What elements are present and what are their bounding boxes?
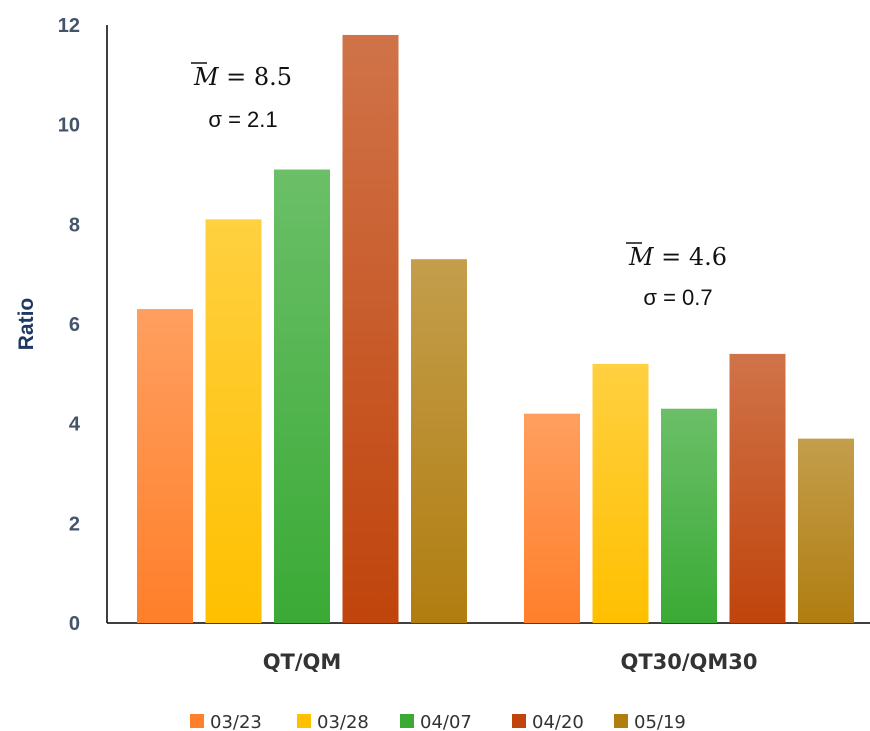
legend-label: 05/19 xyxy=(634,712,686,731)
y-tick-label: 2 xyxy=(69,513,80,535)
mean-annotation: M = 8.5 xyxy=(193,63,292,91)
y-ticks: 0 2 4 6 8 10 12 xyxy=(58,15,81,635)
legend-swatch xyxy=(190,714,204,728)
legend-swatch xyxy=(400,714,414,728)
bar-04-20-qt-qm xyxy=(342,34,399,623)
legend: 03/23 03/28 04/07 04/20 05/19 xyxy=(190,712,686,731)
legend-item: 04/20 xyxy=(512,712,584,731)
y-tick-label: 12 xyxy=(58,15,80,37)
legend-swatch xyxy=(512,714,526,728)
legend-item: 03/23 xyxy=(190,712,262,731)
legend-item: 05/19 xyxy=(614,712,686,731)
legend-label: 03/28 xyxy=(317,712,369,731)
bars xyxy=(137,34,854,623)
y-tick-label: 6 xyxy=(69,314,80,336)
y-tick-label: 4 xyxy=(69,414,81,436)
y-tick-label: 8 xyxy=(69,214,80,236)
bar-03-28-qt-qm xyxy=(205,219,262,623)
legend-item: 04/07 xyxy=(400,712,472,731)
bar-03-23-qt-qm xyxy=(137,309,193,623)
legend-swatch xyxy=(297,714,311,728)
y-axis-title: Ratio xyxy=(15,298,38,351)
category-label: QT/QM xyxy=(263,650,342,674)
annotations: M = 8.5 σ = 2.1 M = 4.6 σ = 0.7 xyxy=(191,62,727,310)
bar-03-23-qt30-qm30 xyxy=(524,413,580,623)
bar-04-07-qt30-qm30 xyxy=(661,408,717,623)
category-label: QT30/QM30 xyxy=(620,650,757,674)
y-tick-label: 0 xyxy=(69,613,80,635)
bar-05-19-qt30-qm30 xyxy=(798,438,854,623)
bar-03-28-qt30-qm30 xyxy=(592,363,649,623)
legend-swatch xyxy=(614,714,628,728)
legend-label: 04/07 xyxy=(420,712,472,731)
mean-annotation: M = 4.6 xyxy=(628,243,727,271)
y-tick-label: 10 xyxy=(58,115,80,137)
bar-05-19-qt-qm xyxy=(411,259,467,623)
bar-04-07-qt-qm xyxy=(274,169,330,623)
legend-label: 03/23 xyxy=(210,712,262,731)
legend-item: 03/28 xyxy=(297,712,369,731)
sigma-annotation: σ = 2.1 xyxy=(208,107,277,132)
legend-label: 04/20 xyxy=(532,712,584,731)
sigma-annotation: σ = 0.7 xyxy=(643,285,712,310)
category-labels: QT/QM QT30/QM30 xyxy=(263,650,758,674)
bar-04-20-qt30-qm30 xyxy=(729,353,786,623)
